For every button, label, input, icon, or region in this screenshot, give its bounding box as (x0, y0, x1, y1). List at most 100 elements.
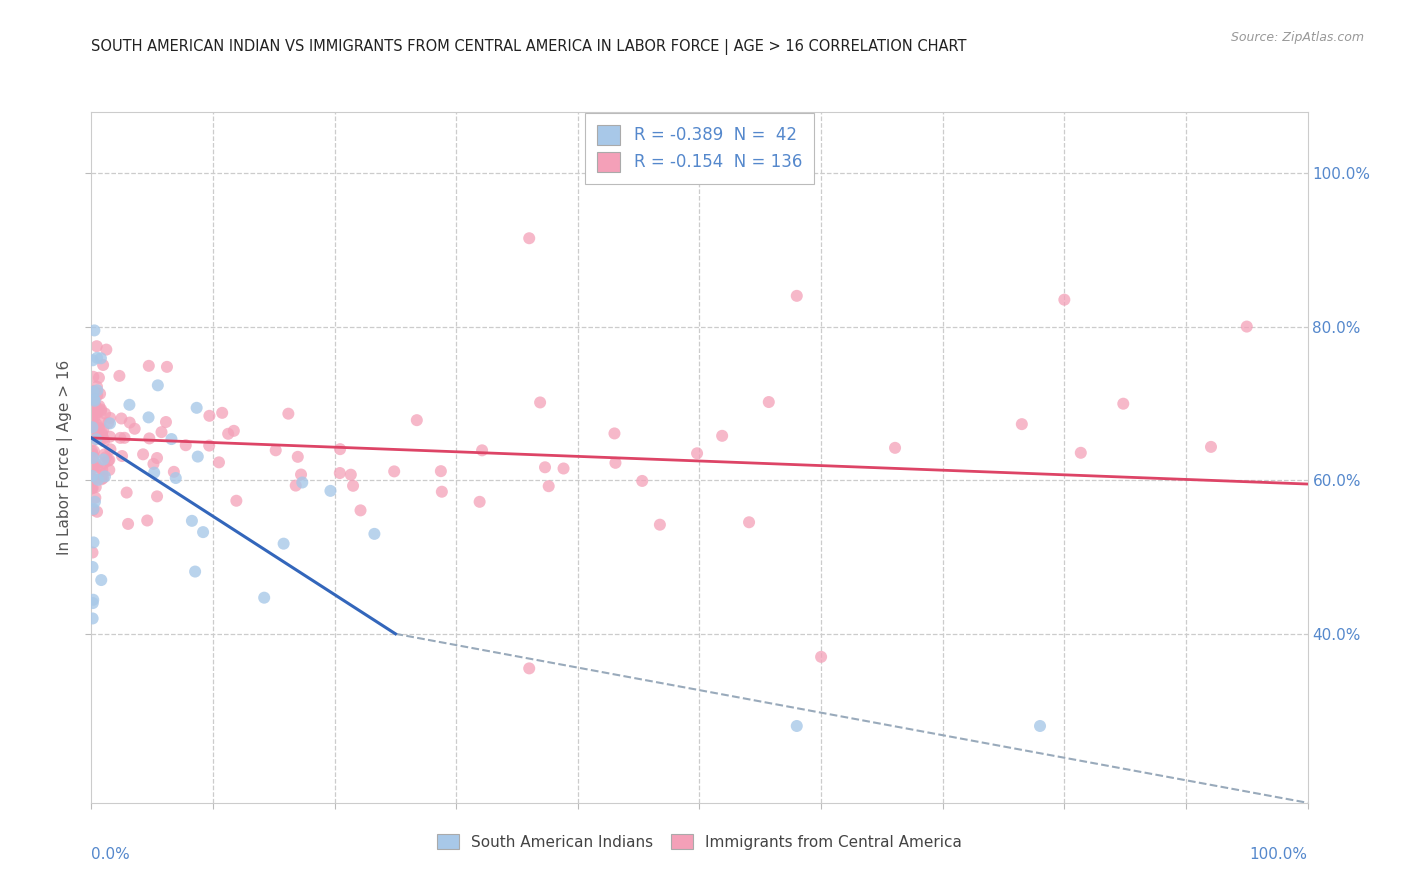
Point (83, 444, 105, 458)
Point (150, 425, 173, 439)
Point (91, 426, 114, 441)
Point (82, 596, 104, 610)
Text: 100.0%: 100.0% (1250, 847, 1308, 862)
Point (93, 447, 115, 461)
Point (83, 455, 105, 469)
Point (648, 517, 671, 532)
Point (340, 467, 363, 482)
Point (83, 393, 105, 408)
Point (198, 409, 221, 423)
Point (86, 351, 108, 365)
Point (90, 402, 112, 417)
Point (97, 416, 120, 430)
Point (80, 425, 103, 440)
Point (90, 404, 112, 418)
Point (82, 545, 104, 559)
Point (84, 495, 107, 509)
Point (124, 422, 146, 436)
Point (83, 399, 105, 413)
Text: SOUTH AMERICAN INDIAN VS IMMIGRANTS FROM CENTRAL AMERICA IN LABOR FORCE | AGE > : SOUTH AMERICAN INDIAN VS IMMIGRANTS FROM… (91, 39, 967, 55)
Point (329, 442, 352, 457)
Point (534, 460, 557, 475)
Point (138, 410, 160, 425)
Point (187, 450, 209, 464)
Point (82, 353, 104, 368)
Point (1053, 293, 1076, 307)
Point (143, 466, 166, 480)
Point (89, 386, 111, 401)
Point (82, 434, 104, 448)
Point (287, 450, 309, 464)
Point (86, 421, 108, 435)
Point (136, 514, 159, 528)
Point (82, 481, 104, 495)
Point (180, 514, 202, 528)
Point (86, 432, 108, 446)
Point (83, 424, 105, 438)
Point (82, 406, 104, 420)
Point (111, 449, 134, 463)
Point (86, 380, 108, 394)
Point (91, 423, 114, 437)
Point (82, 420, 104, 434)
Point (138, 359, 160, 373)
Point (98, 417, 121, 431)
Point (82, 411, 104, 425)
Point (83, 450, 105, 464)
Point (83, 429, 105, 443)
Point (82, 592, 104, 607)
Point (165, 471, 187, 485)
Point (430, 484, 453, 499)
Point (83, 459, 105, 474)
Point (82, 611, 104, 625)
Point (786, 719, 808, 733)
Point (117, 516, 139, 531)
Point (186, 401, 208, 415)
Point (132, 447, 155, 461)
Point (110, 431, 132, 445)
Point (82, 391, 104, 405)
Point (91, 432, 114, 446)
Point (86, 505, 108, 519)
Point (82, 503, 104, 517)
Point (884, 441, 907, 455)
Point (93, 452, 115, 467)
Y-axis label: In Labor Force | Age > 16: In Labor Force | Age > 16 (56, 359, 73, 555)
Point (142, 457, 165, 471)
Point (93, 456, 115, 470)
Point (810, 649, 832, 664)
Point (89, 399, 111, 413)
Point (84, 480, 107, 494)
Point (211, 406, 233, 420)
Point (138, 431, 160, 445)
Point (191, 525, 214, 540)
Point (160, 432, 183, 446)
Point (468, 495, 491, 509)
Point (291, 475, 314, 490)
Point (94, 469, 117, 483)
Point (686, 446, 709, 460)
Point (84, 398, 107, 412)
Point (86, 405, 108, 419)
Point (163, 465, 186, 479)
Point (98, 430, 121, 444)
Point (82, 369, 104, 384)
Point (98, 463, 121, 477)
Point (114, 431, 136, 445)
Point (329, 466, 352, 480)
Point (208, 455, 231, 469)
Point (115, 485, 138, 500)
Point (82, 384, 104, 399)
Point (758, 395, 780, 409)
Point (91, 462, 114, 476)
Point (80, 458, 103, 473)
Point (471, 443, 494, 458)
Point (273, 536, 295, 550)
Point (86, 459, 108, 474)
Point (94, 450, 117, 464)
Point (253, 591, 276, 605)
Point (82, 473, 104, 487)
Legend: South American Indians, Immigrants from Central America: South American Indians, Immigrants from … (430, 826, 969, 857)
Point (264, 443, 287, 458)
Point (174, 438, 197, 452)
